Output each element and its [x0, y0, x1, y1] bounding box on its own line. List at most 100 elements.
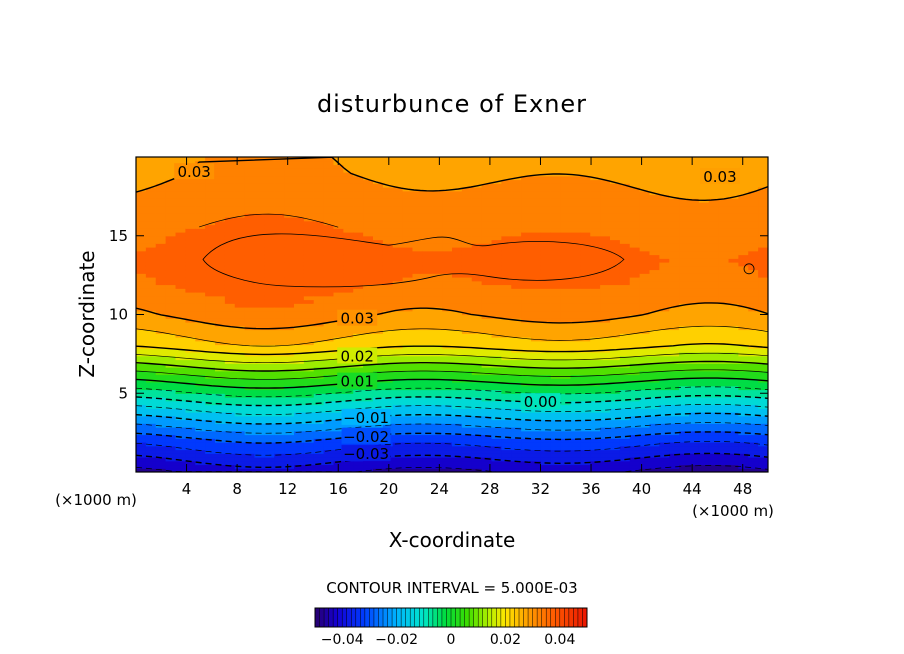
field-cell	[521, 374, 532, 379]
field-cell	[323, 310, 335, 316]
field-cell	[215, 262, 226, 267]
field-cell	[501, 404, 512, 409]
field-cell	[689, 352, 700, 357]
field-cell	[402, 228, 414, 233]
field-cell	[669, 175, 680, 181]
field-cell	[491, 427, 502, 432]
field-cell	[689, 213, 700, 218]
field-cell	[580, 438, 591, 443]
field-cell	[333, 430, 344, 436]
field-cell	[224, 427, 236, 432]
field-cell	[205, 453, 216, 458]
field-cell	[284, 160, 295, 166]
field-cell	[511, 292, 522, 297]
field-cell	[145, 213, 157, 218]
field-cell	[708, 325, 720, 331]
field-cell	[442, 160, 453, 166]
field-cell	[254, 325, 265, 331]
field-cell	[432, 202, 443, 207]
field-cell	[442, 419, 453, 424]
field-cell	[363, 340, 374, 346]
field-cell	[274, 194, 285, 199]
field-cell	[590, 397, 601, 402]
field-cell	[540, 190, 552, 196]
field-cell	[155, 205, 167, 211]
field-cell	[679, 434, 690, 439]
field-cell	[234, 265, 246, 271]
field-cell	[669, 198, 680, 203]
field-cell	[215, 400, 226, 406]
field-cell	[284, 205, 295, 211]
field-cell	[136, 337, 147, 342]
field-cell	[580, 423, 591, 428]
field-cell	[244, 333, 256, 338]
field-cell	[471, 359, 483, 364]
field-cell	[461, 235, 473, 241]
field-cell	[313, 378, 325, 383]
field-cell	[136, 258, 147, 263]
field-cell	[432, 367, 443, 372]
field-cell	[284, 202, 295, 207]
field-cell	[649, 175, 660, 181]
field-cell	[511, 412, 522, 417]
field-cell	[580, 262, 591, 267]
field-cell	[521, 370, 532, 376]
field-cell	[412, 370, 423, 376]
field-cell	[264, 310, 275, 316]
field-cell	[590, 160, 601, 166]
field-cell	[264, 220, 275, 226]
field-cell	[215, 250, 226, 256]
field-cell	[501, 415, 512, 421]
field-cell	[145, 273, 157, 278]
field-cell	[600, 262, 611, 267]
field-cell	[422, 318, 433, 323]
field-cell	[639, 288, 651, 293]
field-cell	[175, 243, 186, 248]
field-cell	[303, 359, 315, 364]
field-cell	[402, 408, 414, 413]
field-cell	[155, 314, 167, 319]
field-cell	[422, 427, 433, 432]
field-cell	[432, 385, 443, 391]
field-cell	[531, 288, 542, 293]
field-cell	[442, 412, 453, 417]
field-cell	[303, 404, 315, 409]
field-cell	[511, 299, 522, 304]
field-cell	[442, 187, 453, 192]
field-cell	[284, 333, 295, 338]
field-cell	[402, 359, 414, 364]
field-cell	[284, 408, 295, 413]
field-cell	[244, 397, 256, 402]
field-cell	[195, 247, 206, 252]
field-cell	[136, 367, 147, 372]
field-cell	[540, 442, 552, 447]
field-cell	[392, 404, 404, 409]
field-cell	[540, 367, 552, 372]
field-cell	[392, 355, 404, 361]
field-cell	[619, 337, 631, 342]
field-cell	[461, 187, 473, 192]
field-cell	[442, 235, 453, 241]
field-cell	[649, 292, 660, 297]
field-cell	[491, 400, 502, 406]
field-cell	[442, 325, 453, 331]
field-cell	[274, 187, 285, 192]
field-cell	[629, 277, 641, 282]
field-cell	[708, 442, 720, 447]
field-cell	[649, 389, 660, 394]
field-cell	[224, 269, 236, 274]
field-cell	[679, 374, 690, 379]
field-cell	[432, 427, 443, 432]
field-cell	[175, 209, 186, 214]
field-cell	[284, 393, 295, 398]
field-cell	[333, 262, 344, 267]
field-cell	[659, 175, 670, 181]
field-cell	[294, 434, 305, 439]
field-cell	[392, 224, 404, 229]
field-cell	[195, 348, 206, 353]
field-cell	[392, 228, 404, 233]
field-cell	[610, 250, 621, 256]
field-cell	[540, 355, 552, 361]
field-cell	[294, 404, 305, 409]
field-cell	[540, 269, 552, 274]
